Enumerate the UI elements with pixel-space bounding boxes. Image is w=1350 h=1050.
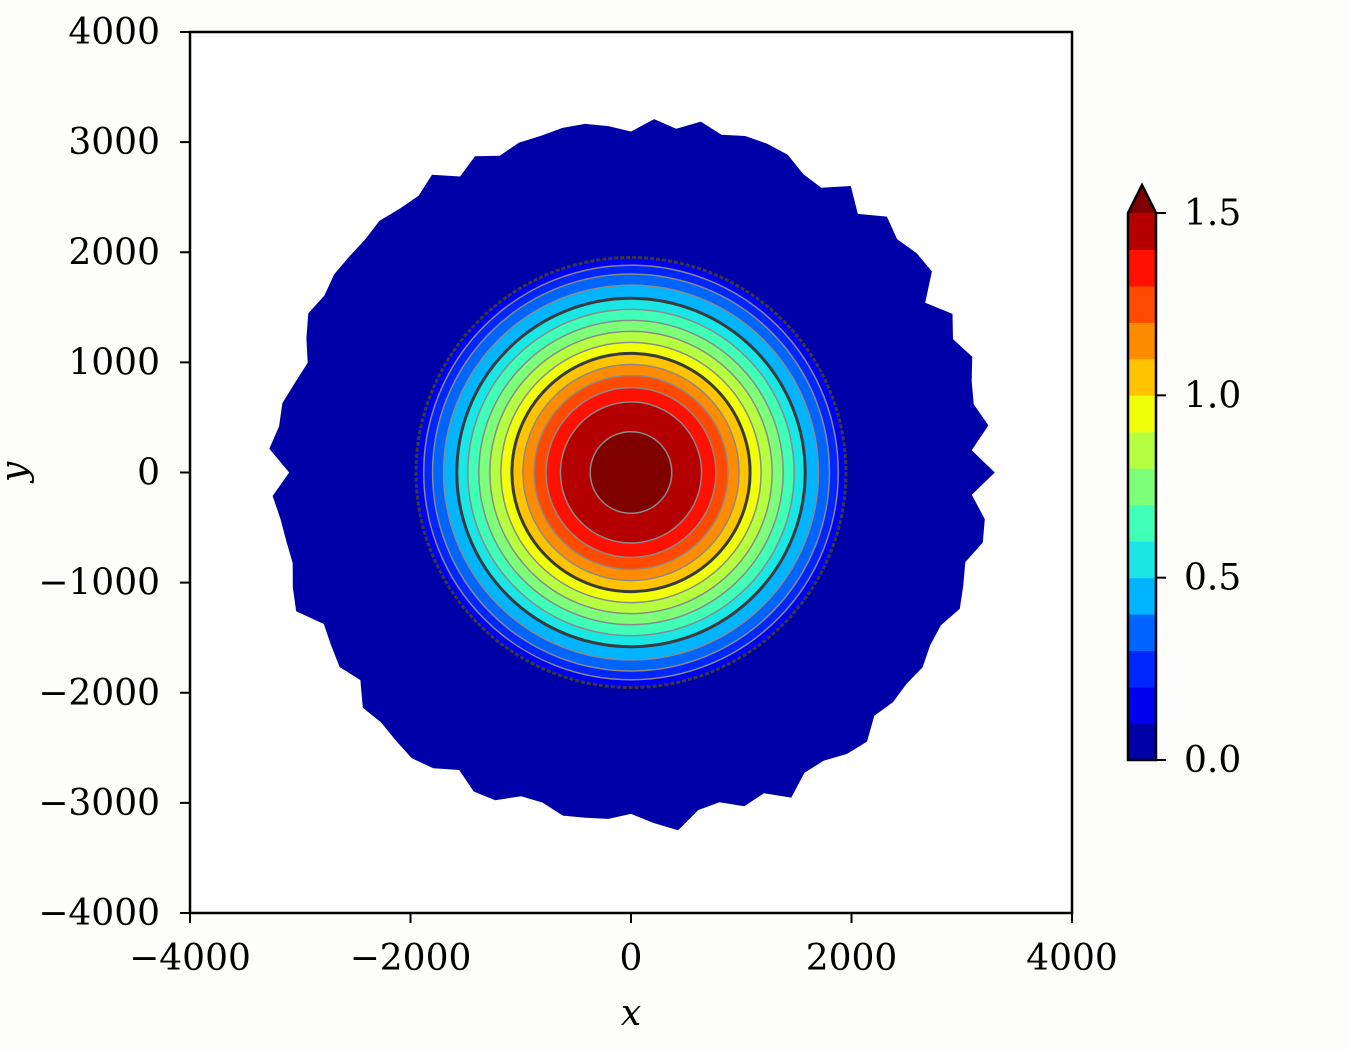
colorbar-segment: [1128, 358, 1156, 396]
plot-area: [190, 32, 1072, 913]
x-axis-ticks: −4000 −2000 0 2000 4000: [129, 913, 1118, 979]
contour-band-core: [590, 431, 672, 514]
colorbar-segment: [1128, 687, 1156, 725]
contour-line: [559, 401, 703, 544]
contour-line: [545, 386, 717, 559]
colorbar-segment: [1128, 249, 1156, 287]
contour-lines: [414, 256, 848, 689]
contour-line: [414, 256, 848, 689]
colorbar-segment: [1128, 614, 1156, 652]
contour-line: [500, 341, 762, 604]
colorbar-segment: [1128, 468, 1156, 506]
colorbar: 0.0 0.5 1.0 1.5: [1126, 182, 1241, 781]
colorbar-segment: [1128, 285, 1156, 323]
x-tick-label: 0: [620, 938, 643, 979]
colorbar-segment: [1128, 431, 1156, 469]
contour-line: [431, 273, 831, 672]
x-tick-label: 4000: [1026, 938, 1118, 979]
y-axis-ticks: −4000 −3000 −2000 −1000 0 1000 2000 3000 4000: [38, 12, 190, 934]
colorbar-segment: [1128, 213, 1156, 250]
y-tick-label: 2000: [68, 232, 160, 273]
contour-line: [489, 330, 773, 615]
contour-line: [589, 430, 673, 515]
colorbar-tick-label: 0.0: [1184, 740, 1241, 781]
colorbar-segment: [1128, 723, 1156, 761]
y-axis-label: y: [0, 461, 35, 484]
contour-line: [422, 264, 840, 681]
contour-line: [442, 284, 820, 661]
colorbar-extend-arrow: [1128, 185, 1156, 213]
colorbar-tick-label: 1.0: [1184, 375, 1241, 416]
contour-field: [269, 119, 995, 831]
x-tick-label: −4000: [129, 938, 251, 979]
y-tick-label: 1000: [68, 342, 160, 383]
colorbar-segment: [1128, 395, 1156, 433]
contour-line: [467, 308, 795, 637]
y-tick-label: −1000: [38, 563, 160, 604]
y-tick-label: 4000: [68, 12, 160, 53]
colorbar-tick-label: 1.5: [1184, 193, 1241, 234]
colorbar-segment: [1128, 322, 1156, 360]
y-tick-label: −2000: [38, 673, 160, 714]
colorbar-segment: [1128, 504, 1156, 542]
y-tick-label: 3000: [68, 122, 160, 163]
colorbar-segment: [1128, 650, 1156, 688]
colorbar-segment: [1128, 541, 1156, 579]
y-tick-label: −4000: [38, 893, 160, 934]
contour-line: [533, 374, 729, 571]
colorbar-tick-label: 0.5: [1184, 558, 1241, 599]
x-axis-label: x: [621, 993, 641, 1034]
contour-line: [522, 363, 740, 582]
x-tick-label: 2000: [806, 938, 898, 979]
colorbar-outline: [1126, 182, 1158, 762]
contour-line: [478, 319, 784, 626]
y-tick-label: 0: [137, 453, 160, 494]
colorbar-segment: [1128, 577, 1156, 615]
contour-line: [455, 296, 807, 649]
x-tick-label: −2000: [350, 938, 472, 979]
y-tick-label: −3000: [38, 783, 160, 824]
contour-line: [510, 351, 752, 594]
